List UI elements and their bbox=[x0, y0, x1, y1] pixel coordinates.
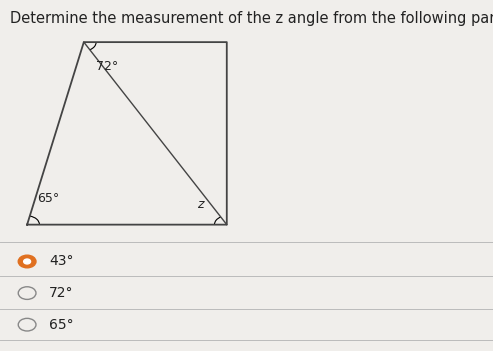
Circle shape bbox=[18, 255, 36, 268]
Text: 43°: 43° bbox=[49, 254, 74, 269]
Text: 65°: 65° bbox=[49, 318, 74, 332]
Text: 72°: 72° bbox=[49, 286, 74, 300]
Text: z: z bbox=[197, 198, 204, 211]
Text: Determine the measurement of the z angle from the following parallelogram:: Determine the measurement of the z angle… bbox=[10, 11, 493, 26]
Text: 65°: 65° bbox=[37, 192, 59, 205]
Text: 72°: 72° bbox=[96, 60, 118, 73]
Circle shape bbox=[24, 259, 31, 264]
